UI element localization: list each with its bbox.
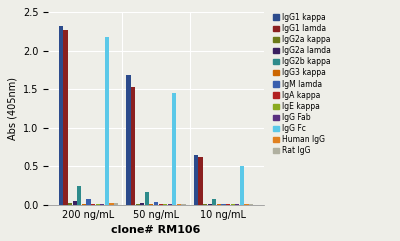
Bar bbox=[194, 155, 198, 205]
Bar bbox=[73, 201, 77, 205]
Bar bbox=[158, 204, 163, 205]
Bar bbox=[126, 75, 130, 205]
Bar bbox=[203, 204, 207, 205]
Bar bbox=[91, 204, 95, 205]
Bar bbox=[177, 204, 181, 205]
Bar bbox=[68, 202, 72, 205]
Bar bbox=[212, 200, 216, 205]
Bar bbox=[198, 157, 203, 205]
Bar bbox=[136, 204, 140, 205]
Bar bbox=[222, 204, 226, 205]
Bar bbox=[172, 93, 176, 205]
Bar bbox=[109, 203, 114, 205]
Bar bbox=[226, 204, 230, 205]
Bar bbox=[235, 204, 239, 205]
Bar bbox=[168, 204, 172, 205]
Bar bbox=[244, 204, 248, 205]
Y-axis label: Abs (405nm): Abs (405nm) bbox=[7, 77, 17, 140]
Bar bbox=[182, 204, 186, 205]
Bar bbox=[77, 186, 81, 205]
Bar bbox=[59, 26, 63, 205]
Bar bbox=[208, 204, 212, 205]
Legend: IgG1 kappa, IgG1 lamda, IgG2a kappa, IgG2a lamda, IgG2b kappa, IgG3 kappa, IgM l: IgG1 kappa, IgG1 lamda, IgG2a kappa, IgG… bbox=[272, 12, 332, 156]
Bar bbox=[86, 199, 90, 205]
Bar bbox=[105, 37, 109, 205]
Bar bbox=[217, 204, 221, 205]
Bar bbox=[131, 87, 135, 205]
Bar bbox=[154, 202, 158, 205]
Bar bbox=[64, 30, 68, 205]
Bar bbox=[163, 204, 167, 205]
Bar bbox=[96, 204, 100, 205]
Bar bbox=[140, 203, 144, 205]
Bar bbox=[82, 204, 86, 205]
Bar bbox=[240, 166, 244, 205]
Bar bbox=[231, 204, 235, 205]
Bar bbox=[149, 204, 154, 205]
Bar bbox=[100, 204, 104, 205]
Bar bbox=[249, 204, 253, 205]
X-axis label: clone# RM106: clone# RM106 bbox=[111, 225, 201, 235]
Bar bbox=[114, 203, 118, 205]
Bar bbox=[145, 192, 149, 205]
